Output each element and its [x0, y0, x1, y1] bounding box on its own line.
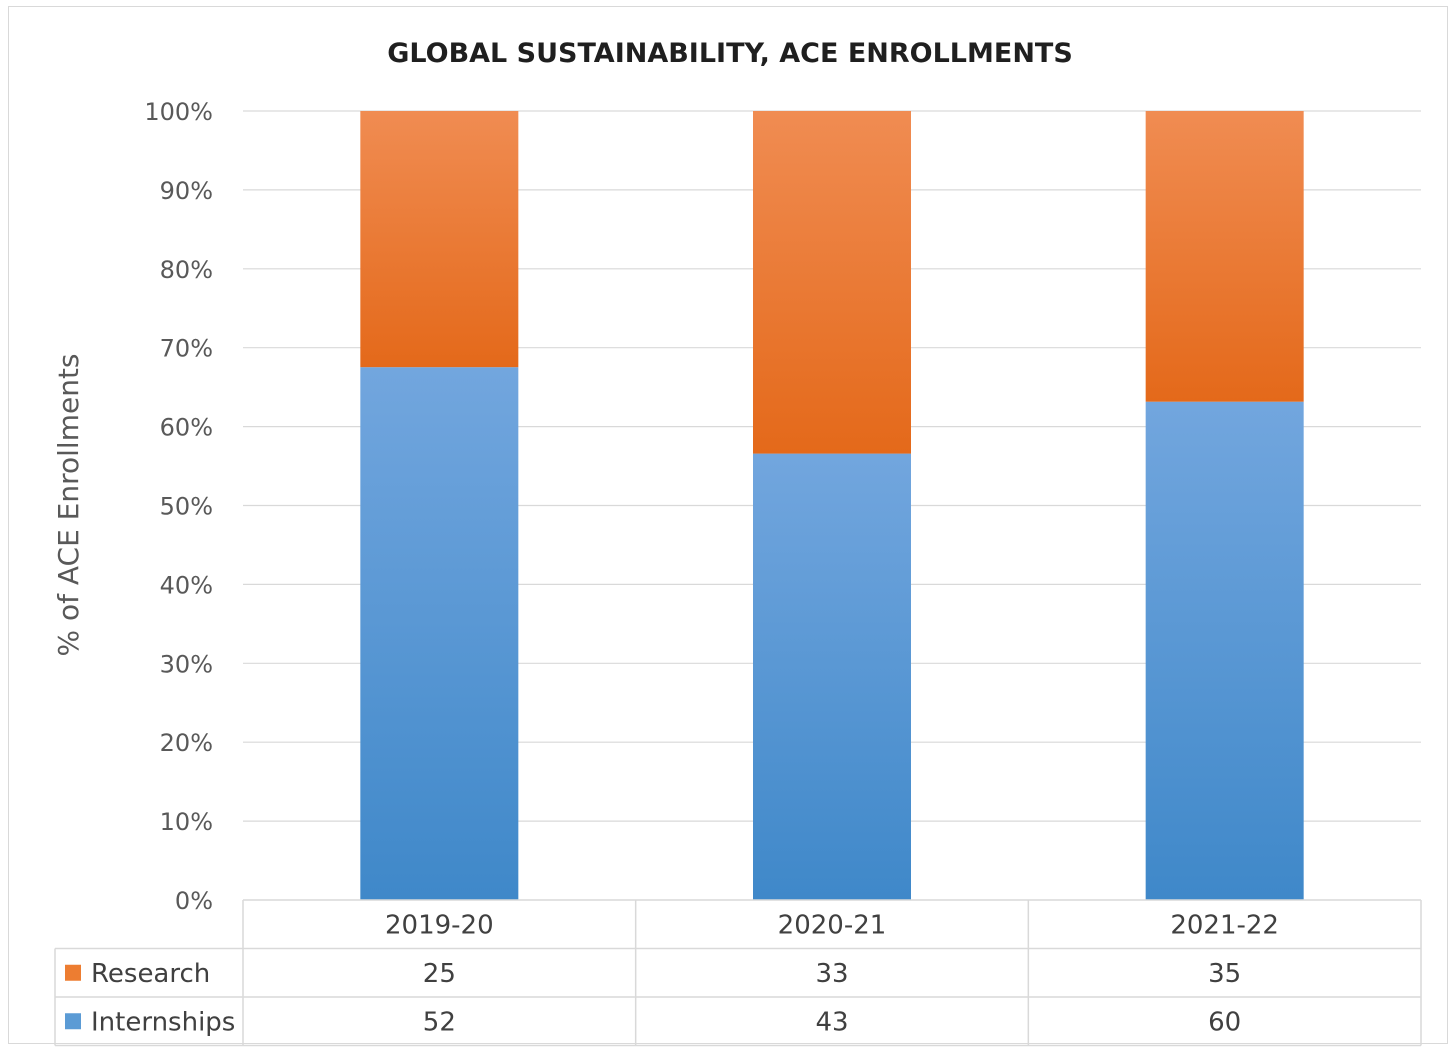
y-axis-label: % of ACE Enrollments [52, 353, 85, 656]
bar-internships-2019-20 [360, 367, 519, 900]
data-table-value: 43 [815, 1007, 848, 1037]
y-tick-label: 10% [160, 808, 213, 836]
bar-research-2021-22 [1145, 111, 1304, 402]
chart-title: GLOBAL SUSTAINABILITY, ACE ENROLLMENTS [387, 38, 1073, 69]
x-tick-label: 2020-21 [778, 910, 887, 940]
data-table-value: 52 [423, 1007, 456, 1037]
y-tick-label: 50% [160, 493, 213, 521]
bar-research-2020-21 [753, 111, 911, 454]
y-tick-label: 60% [160, 414, 213, 442]
bar-internships-2020-21 [753, 453, 911, 900]
y-tick-label: 90% [160, 177, 213, 205]
chart-frame [8, 6, 1448, 1044]
legend-label-internships: Internships [91, 1007, 235, 1037]
y-tick-label: 40% [160, 571, 213, 599]
data-table-value: 25 [423, 959, 456, 989]
y-tick-label: 30% [160, 650, 213, 678]
y-tick-labels: 0% 10% 20% 30% 40% 50% 60% 70% 80% 90% 100% [144, 98, 213, 915]
legend-key-research [65, 964, 81, 981]
x-tick-label: 2019-20 [385, 910, 494, 940]
data-table: 2019-20 2020-21 2021-22 Research 25 33 35 Inter… [54, 899, 1422, 1047]
bar-research-2019-20 [360, 111, 519, 368]
y-tick-label: 80% [160, 256, 213, 284]
y-tick-label: 20% [160, 729, 213, 757]
legend-label-research: Research [91, 959, 210, 989]
data-table-value: 33 [815, 959, 848, 989]
legend-key-internships [65, 1013, 81, 1030]
x-tick-label: 2021-22 [1170, 910, 1279, 940]
bar-internships-2021-22 [1145, 401, 1304, 900]
y-tick-label: 0% [175, 887, 213, 915]
y-tick-label: 70% [160, 335, 213, 363]
bars [360, 111, 1304, 900]
y-tick-label: 100% [144, 98, 213, 126]
data-table-value: 60 [1208, 1007, 1241, 1037]
data-table-value: 35 [1208, 959, 1241, 989]
